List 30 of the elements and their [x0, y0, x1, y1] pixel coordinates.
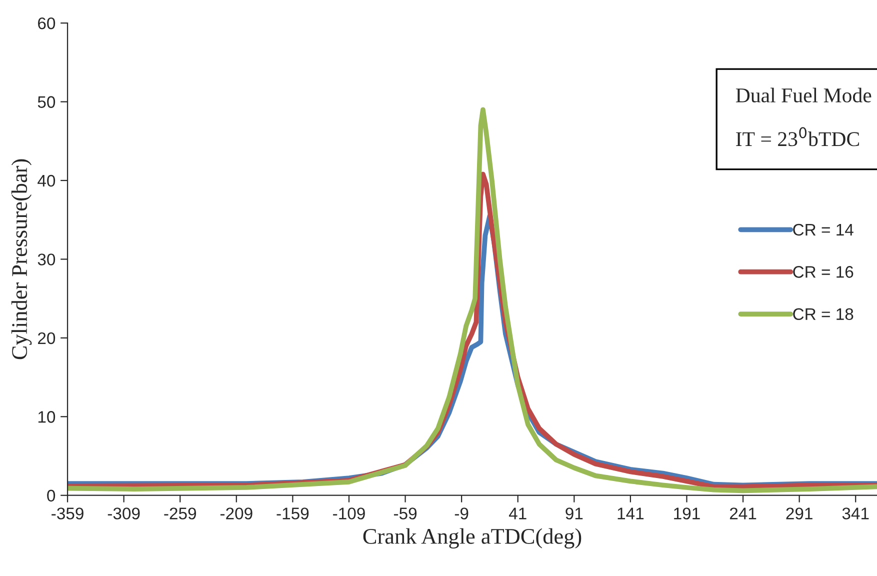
x-tick-label: -259: [164, 508, 196, 520]
y-tick-label: 50: [38, 96, 56, 108]
annotation: IT = 23$^{0}$bTDC: [736, 127, 859, 146]
x-tick-label: 341: [842, 508, 869, 520]
x-tick-label: -9: [454, 508, 468, 520]
x-tick-label: -359: [52, 508, 84, 520]
x-tick-label: -109: [333, 508, 365, 520]
legend-label: CR = 14: [793, 224, 854, 236]
y-tick-label: 40: [38, 174, 56, 187]
x-tick-label: 141: [618, 508, 644, 520]
annotation: Dual Fuel Mode: [736, 88, 872, 102]
x-tick-label: 191: [674, 508, 700, 520]
y-tick-label: 30: [38, 254, 56, 266]
y-tick-label: 60: [38, 17, 56, 30]
x-tick-label: 91: [566, 508, 583, 520]
x-tick-label: 41: [508, 508, 526, 520]
y-tick-label: 0: [47, 490, 56, 502]
y-tick-label: 20: [38, 332, 56, 344]
y-tick-label: 10: [38, 411, 56, 423]
line-series: [68, 107, 877, 494]
legend-label: CR = 18: [793, 308, 854, 320]
x-tick-label: 291: [786, 508, 812, 520]
x-tick-label: -209: [220, 508, 252, 520]
x-tick-label: -309: [108, 508, 140, 520]
x-tick-label: -159: [276, 508, 309, 520]
x-tick-label: 241: [730, 508, 756, 520]
y-axis-title: Cylinder Pressure(bar): [11, 159, 32, 360]
x-tick-label: -59: [394, 508, 417, 520]
x-axis-title: Crank Angle aTDC(deg): [363, 528, 582, 548]
legend-label: CR = 16: [793, 266, 854, 278]
